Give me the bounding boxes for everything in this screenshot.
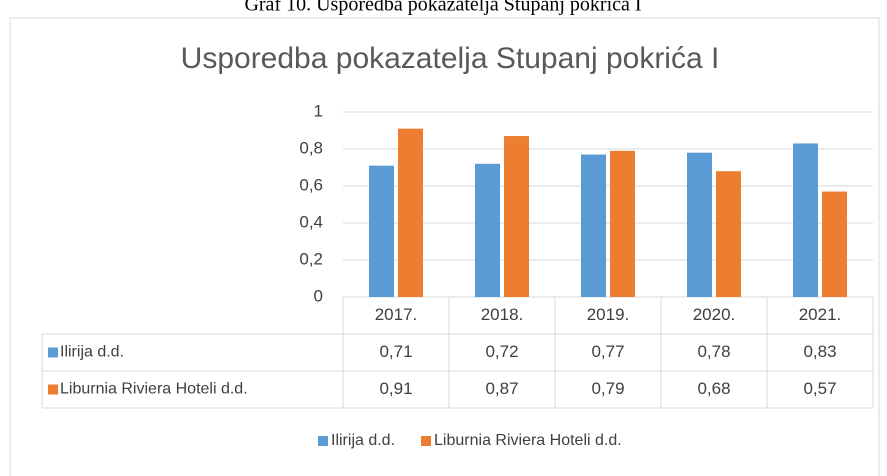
x-tick-label: 2017. (375, 305, 418, 324)
table-legend-swatch (48, 384, 58, 395)
table-legend-swatch (48, 347, 58, 358)
x-tick-label: 2020. (693, 305, 736, 324)
bar (687, 152, 712, 297)
x-tick-label: 2021. (799, 305, 842, 324)
chart-border (9, 17, 880, 476)
bar (475, 163, 500, 297)
table-value: 0,91 (379, 379, 412, 398)
chart-title: Usporedba pokazatelja Stupanj pokrića I (181, 42, 720, 75)
bar (504, 136, 529, 297)
y-tick-label: 0,2 (299, 249, 323, 268)
table-value: 0,77 (591, 342, 624, 361)
table-value: 0,79 (591, 379, 624, 398)
x-tick-label: 2019. (587, 305, 630, 324)
table-value: 0,57 (803, 379, 836, 398)
table-value: 0,71 (379, 342, 412, 361)
legend-label: Liburnia Riviera Hoteli d.d. (434, 432, 622, 449)
bar (610, 150, 635, 297)
legend-swatch (318, 436, 328, 446)
x-tick-label: 2018. (481, 305, 524, 324)
table-value: 0,78 (697, 342, 730, 361)
table-value: 0,72 (485, 342, 518, 361)
bar (793, 143, 818, 297)
bar (716, 171, 741, 297)
table-value: 0,87 (485, 379, 518, 398)
table-value: 0,83 (803, 342, 836, 361)
table-value: 0,68 (697, 379, 730, 398)
bar (581, 154, 606, 297)
y-tick-label: 0,4 (299, 212, 323, 231)
bar (369, 165, 394, 297)
legend-label: Ilirija d.d. (331, 432, 395, 449)
bar (822, 191, 847, 297)
y-tick-label: 0,6 (299, 175, 323, 194)
table-row-label: Liburnia Riviera Hoteli d.d. (60, 381, 248, 398)
bar (398, 128, 423, 297)
y-tick-label: 0,8 (299, 138, 323, 157)
table-row-label: Ilirija d.d. (60, 344, 124, 361)
caption: Graf 10. Usporedba pokazatelja Stupanj p… (244, 0, 641, 16)
y-tick-label: 0 (314, 286, 323, 305)
legend-swatch (421, 436, 432, 446)
y-tick-label: 1 (314, 101, 323, 120)
